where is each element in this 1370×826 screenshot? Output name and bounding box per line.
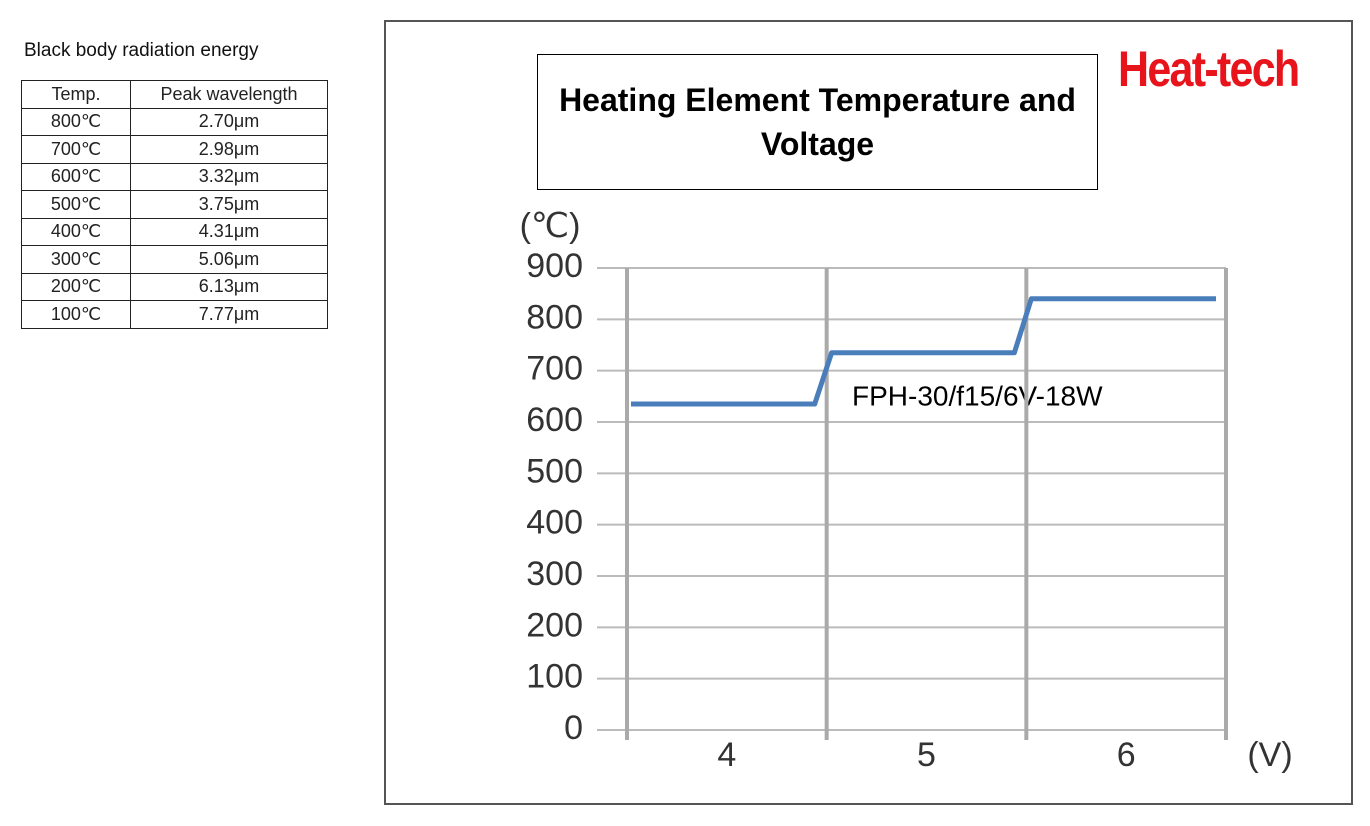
- annotation: FPH-30/f15/6V-18W: [852, 380, 1103, 411]
- x-axis-label: (V): [1247, 736, 1292, 774]
- y-tick-label: 800: [526, 298, 583, 336]
- header-cell: Temp.: [21, 80, 131, 109]
- table-row: 100℃ 7.77μm: [21, 300, 328, 329]
- y-tick-label: 500: [526, 452, 583, 490]
- x-tick-label: 6: [1117, 736, 1136, 774]
- table-cell: 700℃: [21, 135, 131, 164]
- y-axis-label: (℃): [520, 207, 581, 245]
- table-row: 800℃ 2.70μm: [21, 107, 328, 136]
- table-row: 500℃ 3.75μm: [21, 190, 328, 219]
- y-tick-label: 600: [526, 401, 583, 439]
- table-row: 400℃ 4.31μm: [21, 217, 328, 246]
- y-tick-label: 900: [526, 247, 583, 285]
- logo: Heat-tech: [1118, 41, 1300, 97]
- table-cell: 5.06μm: [130, 245, 328, 274]
- y-tick-label: 700: [526, 350, 583, 388]
- table-cell: 3.32μm: [130, 162, 328, 191]
- table-cell: 4.31μm: [130, 217, 328, 246]
- table-cell: 6.13μm: [130, 272, 328, 301]
- y-tick-label: 400: [526, 504, 583, 542]
- table-cell: 600℃: [21, 162, 131, 191]
- table-cell: 800℃: [21, 107, 131, 136]
- table-cell: 2.70μm: [130, 107, 328, 136]
- y-tick-label: 300: [526, 555, 583, 593]
- table-cell: 7.77μm: [130, 300, 328, 329]
- x-tick-label: 4: [717, 736, 736, 774]
- table-cell: 500℃: [21, 190, 131, 219]
- x-tick-label: 5: [917, 736, 936, 774]
- y-tick-label: 100: [526, 658, 583, 696]
- chart-title: Heating Element Temperature and Voltage: [537, 54, 1098, 190]
- y-tick-label: 0: [564, 709, 583, 747]
- table: Temp. Peak wavelength 800℃ 2.70μm 700℃ 2.98μm…: [21, 80, 328, 329]
- table-row: 200℃ 6.13μm: [21, 272, 328, 301]
- header-cell: Peak wavelength: [130, 80, 328, 109]
- table-cell: 3.75μm: [130, 190, 328, 219]
- table-body: 800℃ 2.70μm 700℃ 2.98μm 600℃ 3.32μm 500℃ 3.75μm…: [21, 107, 328, 329]
- table-row: 600℃ 3.32μm: [21, 162, 328, 191]
- table-title: Black body radiation energy: [24, 40, 259, 61]
- table-header: Temp. Peak wavelength: [21, 80, 328, 109]
- table-cell: 2.98μm: [130, 135, 328, 164]
- table-cell: 100℃: [21, 300, 131, 329]
- data-line: [630, 296, 1217, 407]
- table-row: 700℃ 2.98μm: [21, 135, 328, 164]
- table-cell: 400℃: [21, 217, 131, 246]
- y-tick-label: 200: [526, 606, 583, 644]
- chart-frame: [384, 20, 1353, 805]
